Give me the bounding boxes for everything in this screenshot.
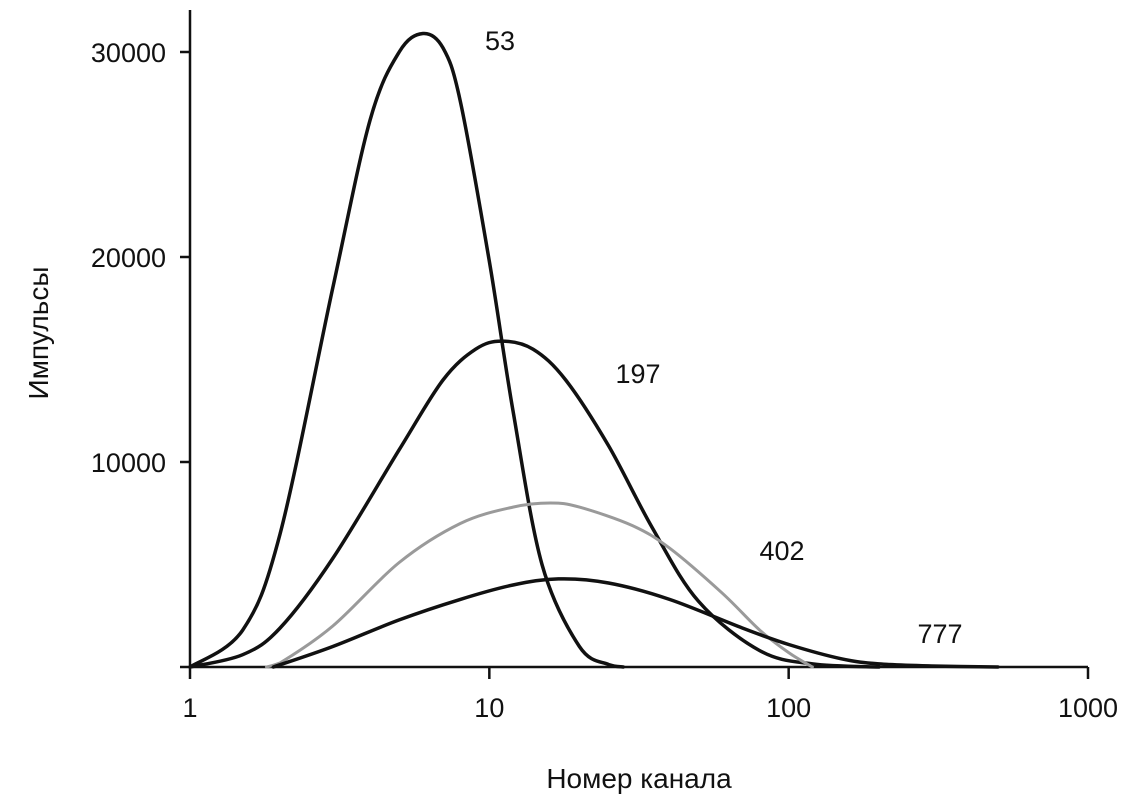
series-label-777: 777 xyxy=(917,619,962,649)
x-axis-title: Номер канала xyxy=(546,763,732,794)
y-axis-title: Импульсы xyxy=(23,267,54,400)
y-tick-label: 20000 xyxy=(91,243,166,273)
x-tick-label: 100 xyxy=(766,693,811,723)
x-ticks: 1 10 100 1000 xyxy=(182,667,1118,723)
x-tick-label: 10 xyxy=(474,693,504,723)
y-tick-label: 30000 xyxy=(91,38,166,68)
series-line-402 xyxy=(264,501,814,669)
series-label-53: 53 xyxy=(485,26,515,56)
series-layer: 53 197 402 777 xyxy=(188,26,1000,669)
series-label-402: 402 xyxy=(759,536,804,566)
series-line-53 xyxy=(188,31,625,669)
y-ticks: 10000 20000 30000 xyxy=(91,38,190,669)
x-tick-label: 1 xyxy=(182,693,197,723)
series-line-197 xyxy=(188,339,881,669)
x-tick-label: 1000 xyxy=(1058,693,1118,723)
series-label-197: 197 xyxy=(615,359,660,389)
series-line-777 xyxy=(271,577,1000,669)
y-tick-label: 10000 xyxy=(91,448,166,478)
